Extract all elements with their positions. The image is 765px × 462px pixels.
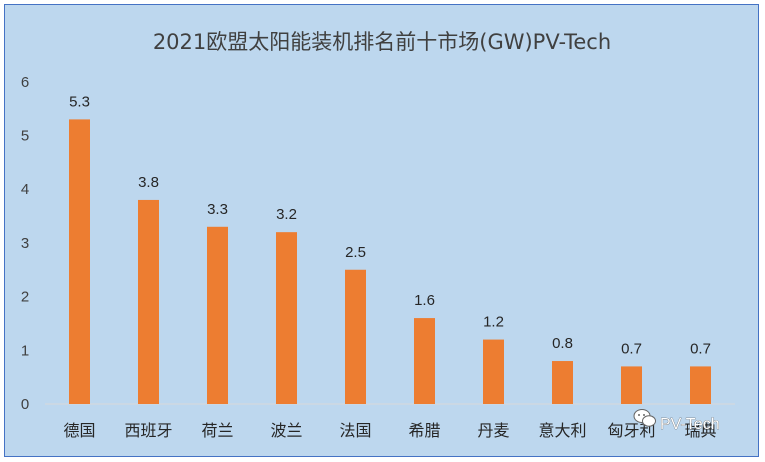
y-tick-label: 3 [21, 235, 29, 252]
x-tick-label: 意大利 [538, 421, 586, 440]
bar [345, 269, 366, 404]
data-label: 3.8 [138, 174, 159, 191]
y-tick-label: 5 [21, 128, 29, 145]
x-tick-label: 荷兰 [201, 421, 233, 440]
bar [69, 119, 90, 404]
data-label: 2.5 [345, 244, 366, 261]
data-label: 0.7 [621, 340, 642, 357]
bar [276, 232, 297, 404]
x-tick-label: 德国 [63, 421, 95, 440]
x-tick-label: 波兰 [270, 421, 302, 440]
y-axis: 0 1 2 3 4 5 6 [21, 74, 29, 413]
data-label: 0.7 [690, 340, 711, 357]
x-tick-label: 西班牙 [124, 421, 172, 440]
x-tick-label: 希腊 [408, 421, 440, 440]
data-label: 3.3 [207, 201, 228, 218]
bar [414, 318, 435, 404]
x-axis: 德国 西班牙 荷兰 波兰 法国 希腊 丹麦 意大利 匈牙利 瑞典 [63, 421, 716, 440]
data-labels: 5.3 3.8 3.3 3.2 2.5 1.6 1.2 0.8 0.7 0.7 [69, 93, 711, 357]
bar [138, 199, 159, 404]
watermark: PV-Tech [633, 409, 720, 433]
x-tick-label: 丹麦 [477, 421, 509, 440]
chart-title: 2021欧盟太阳能装机排名前十市场(GW)PV-Tech [153, 30, 611, 54]
bar [621, 366, 642, 404]
data-label: 5.3 [69, 93, 90, 110]
y-tick-label: 2 [21, 289, 29, 306]
data-label: 1.6 [414, 292, 435, 309]
bar-series [69, 119, 711, 404]
data-label: 0.8 [552, 335, 573, 352]
x-tick-label: 匈牙利 [607, 421, 655, 440]
y-tick-label: 1 [21, 342, 29, 359]
x-tick-label: 瑞典 [684, 421, 716, 440]
watermark-text: PV-Tech [660, 416, 720, 433]
bar [207, 226, 228, 404]
wechat-icon [633, 409, 656, 427]
bar [483, 339, 504, 404]
y-tick-label: 6 [21, 74, 29, 91]
data-label: 1.2 [483, 314, 504, 331]
bar [690, 366, 711, 404]
x-tick-label: 法国 [339, 421, 371, 440]
data-label: 3.2 [276, 206, 297, 223]
y-tick-label: 4 [21, 181, 29, 198]
y-tick-label: 0 [21, 396, 29, 413]
bar [552, 361, 573, 404]
